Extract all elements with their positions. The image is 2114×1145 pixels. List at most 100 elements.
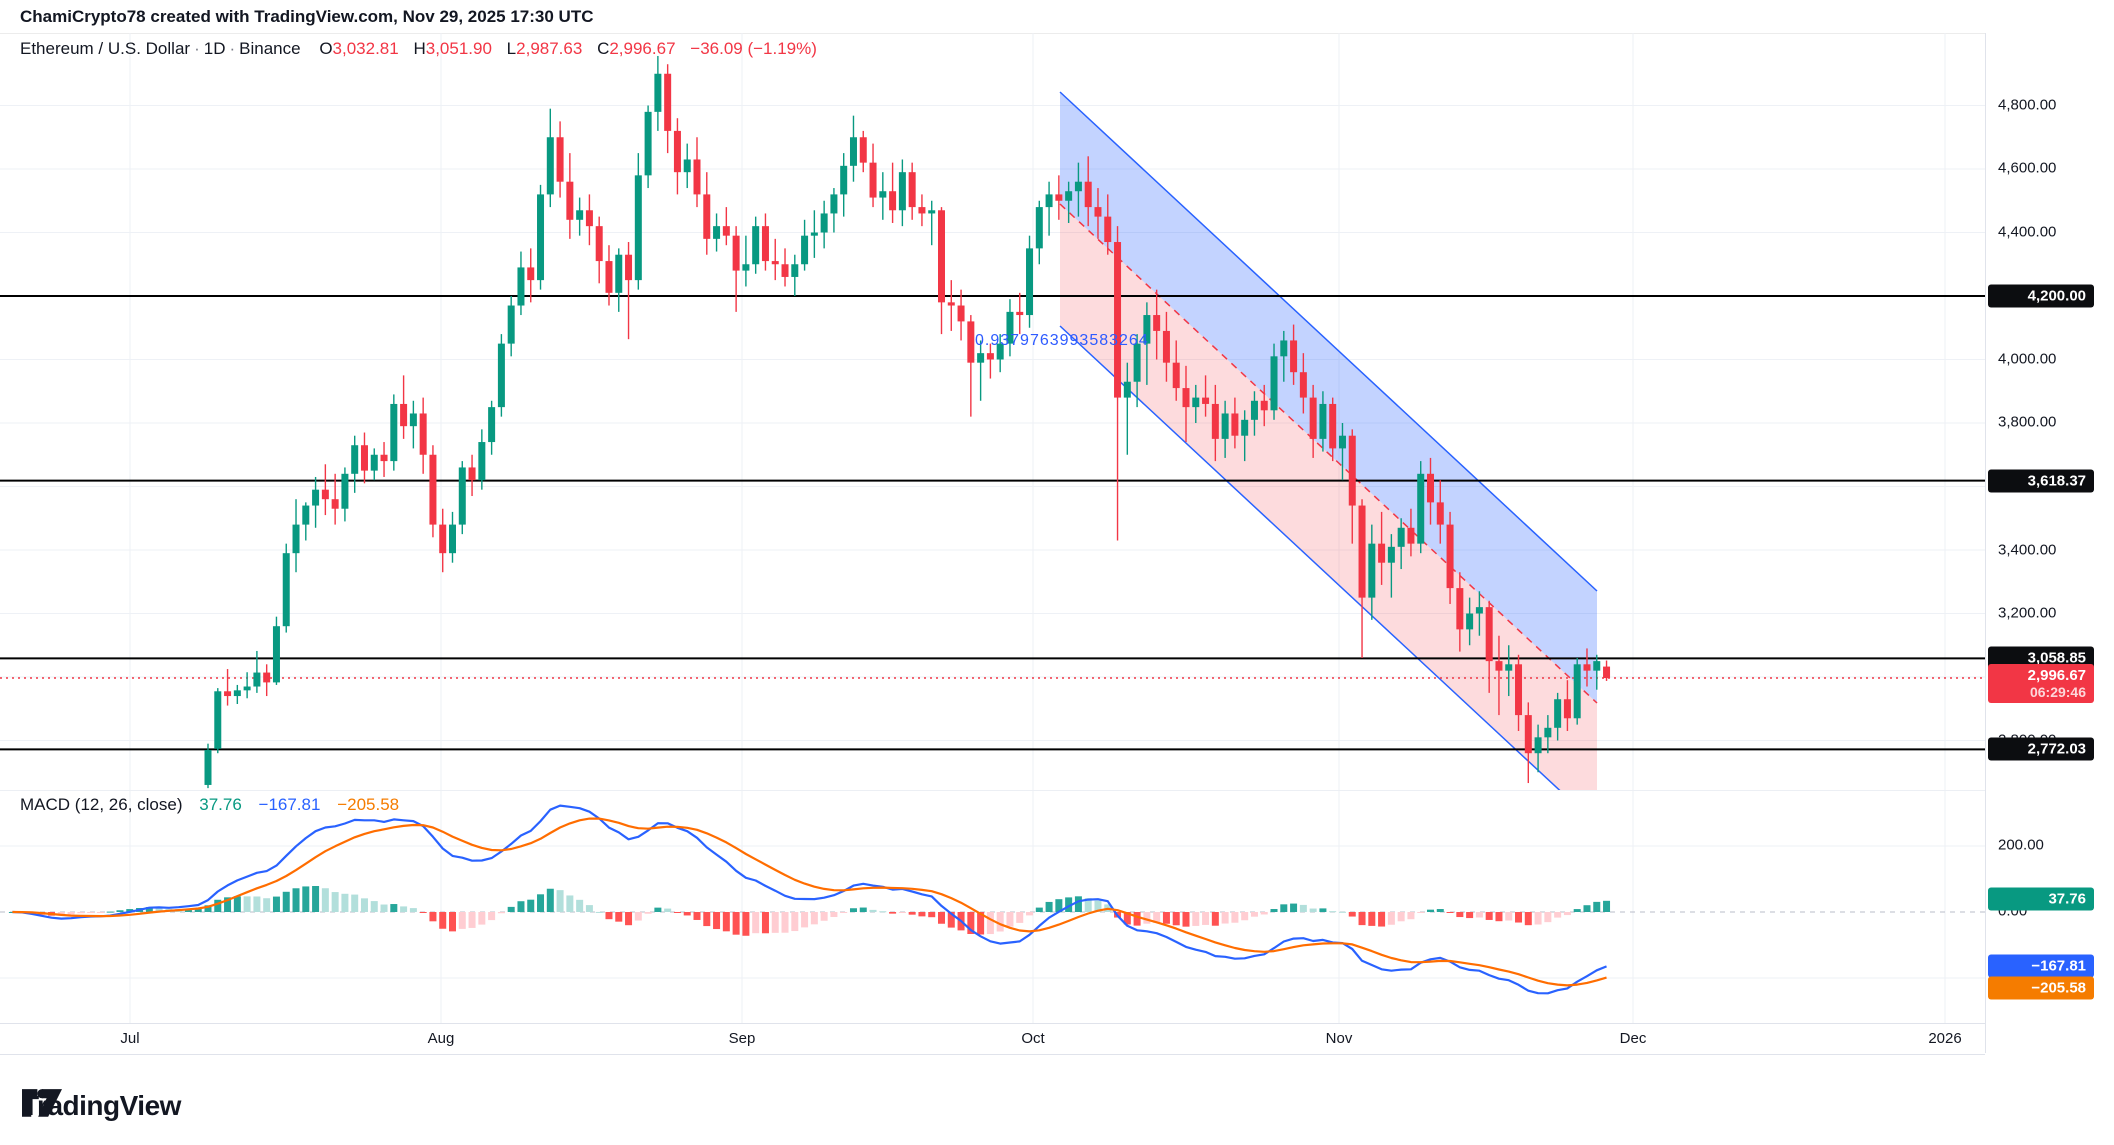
candle-body xyxy=(204,750,212,785)
channel-lower-line[interactable] xyxy=(1059,325,1597,790)
macd-hist-bar xyxy=(742,912,750,936)
interval-label[interactable]: 1D xyxy=(203,39,226,58)
axis-level-badge: 2,772.03 xyxy=(1988,737,2094,761)
macd-hist-bar xyxy=(810,912,818,925)
candle-body xyxy=(879,191,887,198)
macd-hist-bar xyxy=(1182,912,1190,927)
candle-body xyxy=(341,473,349,509)
macd-hist-bar xyxy=(1563,912,1571,916)
price-pane[interactable] xyxy=(0,33,1985,790)
time-axis[interactable]: Jul Aug Sep Oct Nov Dec 2026 xyxy=(0,1023,1985,1055)
macd-hist-bar xyxy=(341,893,349,912)
candle-body xyxy=(830,194,838,214)
candle-body xyxy=(1358,505,1366,598)
candle-body xyxy=(996,343,1004,360)
candle-body xyxy=(928,210,936,214)
macd-hist-bar xyxy=(1211,912,1219,926)
macd-hist-bar xyxy=(546,888,554,912)
candle-body xyxy=(947,302,955,306)
macd-title[interactable]: MACD (12, 26, close) xyxy=(20,795,183,814)
channel-median-line[interactable] xyxy=(1059,203,1598,704)
macd-hist-bar xyxy=(1475,912,1483,918)
macd-hist-bar xyxy=(1338,911,1346,913)
candle-body xyxy=(1299,372,1307,398)
channel-upper-line[interactable] xyxy=(1059,91,1598,592)
macd-hist-bar xyxy=(576,899,584,912)
macd-hist-bar xyxy=(126,909,134,912)
macd-hist-bar xyxy=(986,912,994,935)
channel-value-overlay: 0.9379763993583264 xyxy=(975,332,1149,349)
candle-body xyxy=(869,162,877,198)
macd-hist-bar xyxy=(302,886,310,912)
symbol-title[interactable]: Ethereum / U.S. Dollar xyxy=(20,39,191,58)
macd-line xyxy=(12,804,1607,995)
macd-hist-bar xyxy=(478,912,486,925)
candle-body xyxy=(233,690,241,697)
macd-hist-bar xyxy=(996,912,1004,932)
candle-body xyxy=(1045,194,1053,208)
macd-hist-bar xyxy=(693,912,701,920)
macd-hist-bar xyxy=(908,912,916,915)
exchange-label[interactable]: Binance xyxy=(239,39,301,58)
macd-hist-bar xyxy=(1573,909,1581,912)
tradingview-logo[interactable]: TradingView xyxy=(22,1089,181,1122)
candle-body xyxy=(1250,400,1258,420)
axis-price-label: 4,800.00 xyxy=(1998,96,2057,114)
candle-body xyxy=(918,207,926,214)
time-axis-month-label: Aug xyxy=(427,1030,455,1047)
price-axis[interactable]: USD 4,800.004,600.004,400.004,000.003,80… xyxy=(1985,33,2114,1053)
candle-body xyxy=(1114,242,1122,398)
candle-body xyxy=(938,210,945,303)
macd-hist-bar xyxy=(1143,912,1151,924)
candle-body xyxy=(1524,715,1532,754)
candle-body xyxy=(1123,381,1131,398)
macd-hist-bar xyxy=(1309,908,1317,912)
channel-upper-fill[interactable] xyxy=(1060,92,1597,703)
candle-body xyxy=(752,226,760,265)
candle-body xyxy=(488,407,496,443)
channel-lower-fill[interactable] xyxy=(1060,204,1597,790)
candle-body xyxy=(742,264,750,271)
macd-hist-bar xyxy=(272,896,280,912)
macd-pane[interactable] xyxy=(0,790,1985,1023)
candle-body xyxy=(1397,527,1405,547)
macd-hist-bar xyxy=(879,911,887,913)
candle-body xyxy=(1515,664,1523,716)
candle-body xyxy=(977,353,985,363)
candle-body xyxy=(1495,661,1503,671)
macd-hist-bar xyxy=(1231,912,1239,923)
symbol-legend: Ethereum / U.S. Dollar · 1D · Binance O3,032… xyxy=(20,39,817,58)
macd-hist-bar xyxy=(214,899,222,912)
macd-hist-bar xyxy=(1123,912,1131,925)
time-axis-month-label: Dec xyxy=(1619,1030,1647,1047)
macd-hist-bar xyxy=(145,907,153,912)
candle-body xyxy=(458,467,466,525)
chart-area[interactable]: Ethereum / U.S. Dollar · 1D · Binance O3,032… xyxy=(0,33,2114,1145)
axis-price-label: 3,800.00 xyxy=(1998,413,2057,431)
macd-hist-bar xyxy=(889,912,897,914)
candle-body xyxy=(546,137,554,195)
macd-hist-bar xyxy=(537,894,545,912)
candles-group xyxy=(204,55,1611,789)
macd-signal-value: −167.81 xyxy=(258,795,321,814)
macd-hist-bar xyxy=(292,888,300,912)
macd-hist-bar xyxy=(664,908,672,912)
candle-body xyxy=(664,73,672,131)
candle-body xyxy=(849,137,857,166)
candle-body xyxy=(1534,737,1542,754)
candle-body xyxy=(722,226,730,236)
macd-hist-bar xyxy=(1378,912,1386,927)
macd-hist-bar xyxy=(1417,912,1425,913)
candle-body xyxy=(566,181,574,220)
macd-hist-bar xyxy=(918,912,926,917)
candle-body xyxy=(781,264,789,277)
candle-body xyxy=(1094,207,1102,217)
candle-body xyxy=(1387,546,1395,563)
macd-hist-bar xyxy=(1280,904,1288,912)
macd-hist-bar xyxy=(204,905,212,912)
candle-body xyxy=(439,524,447,554)
macd-hist-bar xyxy=(752,912,760,934)
macd-hist-bar xyxy=(439,912,447,929)
macd-hist-bar xyxy=(1319,908,1327,912)
